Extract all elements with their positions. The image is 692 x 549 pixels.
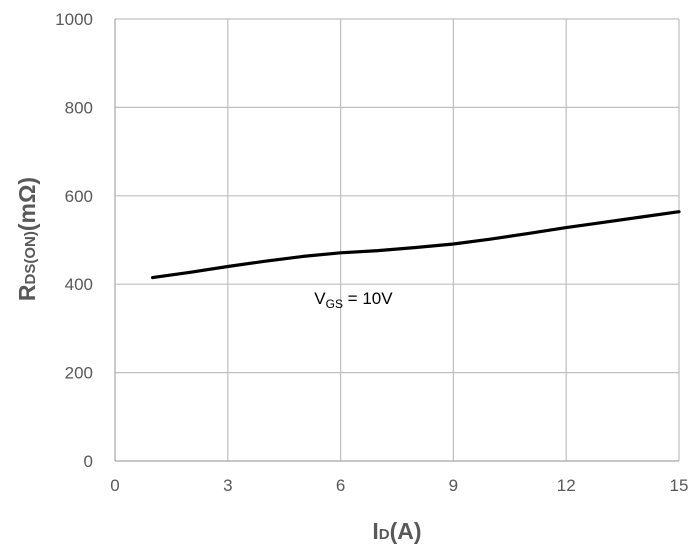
- x-tick-label-6: 6: [336, 476, 345, 495]
- y-tick-label-400: 400: [65, 275, 93, 294]
- vgs-annotation-subscript: GS: [326, 297, 343, 311]
- x-tick-labels: 0 3 6 9 12 15: [110, 476, 688, 495]
- y-tick-label-200: 200: [65, 364, 93, 383]
- y-tick-label-0: 0: [84, 452, 93, 471]
- y-axis-title-subscript: DS(ON): [22, 231, 39, 284]
- y-axis-title-main: R: [14, 284, 40, 301]
- series-line-0: [151, 210, 681, 280]
- y-tick-label-1000: 1000: [55, 10, 93, 29]
- x-tick-label-15: 15: [670, 476, 689, 495]
- axes: [114, 19, 679, 462]
- x-tick-label-3: 3: [223, 476, 232, 495]
- x-axis-title-subscript: D: [379, 526, 390, 543]
- grid-lines: [115, 18, 680, 461]
- x-axis-title-unit: (A): [390, 518, 422, 544]
- y-axis-title: RDS(ON)(mΩ): [14, 177, 40, 301]
- x-tick-label-9: 9: [449, 476, 458, 495]
- x-tick-label-12: 12: [557, 476, 576, 495]
- series-group: [151, 210, 681, 280]
- y-tick-labels: 0 200 400 600 800 1000: [55, 10, 93, 471]
- x-axis-title: ID(A): [372, 518, 421, 544]
- vgs-annotation: VGS = 10V: [314, 289, 393, 311]
- x-tick-label-0: 0: [110, 476, 119, 495]
- y-axis-title-unit: (mΩ): [14, 177, 40, 231]
- vgs-annotation-rest: = 10V: [343, 289, 393, 308]
- y-tick-label-600: 600: [65, 187, 93, 206]
- y-tick-label-800: 800: [65, 98, 93, 117]
- vgs-annotation-main: V: [314, 289, 326, 308]
- x-axis-title-main: I: [372, 518, 378, 544]
